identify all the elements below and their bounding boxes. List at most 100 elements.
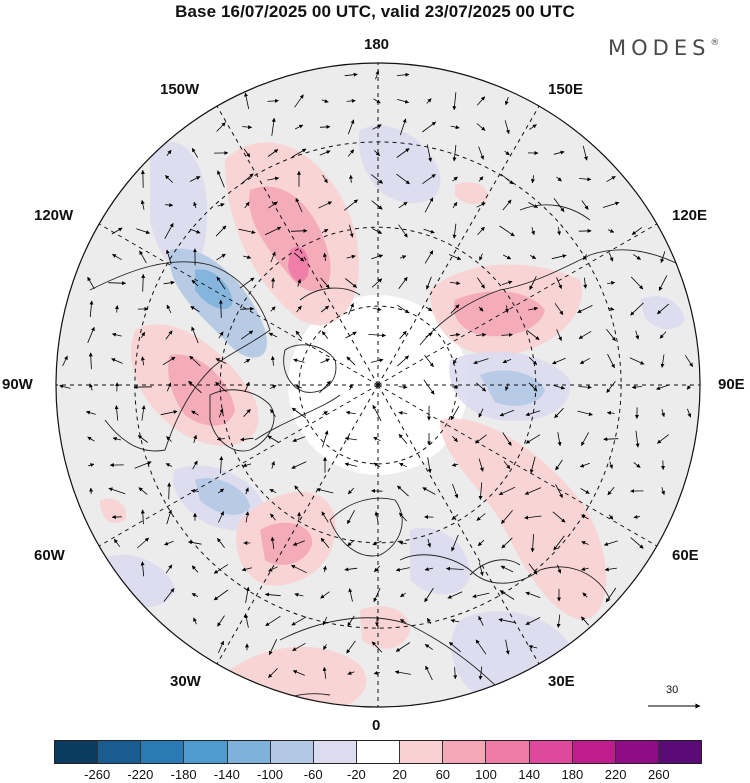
wind-vector [556, 176, 562, 182]
wind-vector [451, 462, 458, 467]
wind-vector [373, 436, 381, 442]
wind-vector [556, 329, 562, 341]
wind-vector [604, 567, 617, 572]
wind-vector [503, 254, 512, 260]
wind-vector [137, 537, 150, 549]
wind-vector [189, 228, 201, 234]
wind-vector [478, 666, 483, 680]
wind-vector [478, 482, 483, 500]
wind-vector [242, 125, 253, 130]
wind-vector [581, 514, 589, 520]
wind-vector [111, 332, 122, 337]
wind-vector [319, 124, 331, 129]
wind-vector [423, 228, 435, 234]
wind-vector [478, 615, 484, 626]
wind-vector [579, 462, 590, 468]
wind-vector [578, 330, 592, 340]
wind-vector [399, 330, 407, 340]
wind-vector [292, 670, 305, 676]
colorbar-swatch [658, 741, 702, 763]
wind-vector [296, 305, 302, 313]
wind-vector [660, 251, 666, 263]
wind-vector [217, 488, 225, 494]
wind-vector [213, 564, 229, 574]
wind-vector [240, 306, 255, 311]
wind-vector [322, 666, 327, 679]
wind-vector [582, 592, 588, 598]
wind-vector [372, 228, 383, 234]
colorbar-tick-label: 20 [392, 767, 407, 782]
wind-vector [321, 228, 329, 234]
wind-vector [291, 564, 307, 574]
colorbar-swatch [486, 741, 530, 763]
wind-vector [399, 462, 407, 468]
wind-vector [580, 616, 590, 626]
wind-vector [218, 640, 224, 654]
wind-vector [427, 457, 432, 474]
modes-logo: MODES® [608, 36, 719, 60]
meridian-line [377, 105, 540, 386]
wind-vector [347, 671, 355, 675]
wind-vector [629, 357, 645, 365]
wind-vector [422, 121, 437, 133]
wind-vector [631, 385, 642, 390]
wind-vector [141, 405, 146, 421]
coastline [399, 554, 611, 601]
wind-vector [269, 384, 277, 390]
wind-vector [504, 120, 510, 135]
wind-vector [479, 253, 483, 261]
wind-vector [346, 254, 356, 259]
anomaly-region [150, 142, 208, 274]
map-field-layer [56, 63, 700, 707]
wind-vector [373, 588, 381, 603]
anomaly-region [195, 269, 233, 310]
colorbar-tick-label: -260 [84, 767, 111, 782]
anomaly-region [640, 296, 685, 330]
wind-vector [478, 306, 484, 312]
wind-vector [475, 639, 487, 655]
wind-vector [267, 149, 279, 157]
wind-vector [316, 487, 334, 494]
wind-vector [321, 99, 329, 103]
wind-vector [371, 278, 383, 288]
wind-vector [553, 198, 565, 213]
wind-vector [607, 228, 615, 233]
wind-vector [345, 331, 357, 339]
wind-vector [397, 355, 409, 367]
wind-vector [661, 409, 665, 418]
wind-vector [190, 488, 199, 493]
wind-vector [446, 566, 464, 571]
wind-vector [112, 253, 122, 261]
anomaly-region [480, 370, 545, 406]
wind-vector [344, 199, 359, 211]
wind-vector [111, 227, 123, 235]
wind-vector [165, 463, 173, 467]
wind-vector [606, 175, 616, 183]
colorbar-tick-label: 100 [475, 767, 497, 782]
wind-vector [452, 483, 459, 499]
wind-vector [140, 509, 145, 525]
wind-vector [449, 254, 462, 260]
wind-vector [347, 149, 355, 157]
wind-vector [422, 173, 436, 185]
colorbar-swatch [184, 741, 228, 763]
wind-vector [291, 148, 307, 158]
reference-vector-value: 30 [666, 684, 679, 696]
wind-vector [394, 670, 411, 675]
wind-vector [191, 593, 199, 597]
colorbar-swatch [572, 741, 616, 763]
colorbar-swatch [400, 741, 444, 763]
wind-vector [216, 253, 226, 261]
wind-vector [321, 511, 329, 523]
wind-vector [322, 174, 328, 184]
wind-vector [660, 354, 665, 368]
wind-vector [374, 511, 379, 523]
wind-vector [244, 201, 250, 209]
wind-vector [218, 299, 223, 318]
map-boundary [55, 62, 701, 708]
wind-vector [606, 381, 616, 393]
wind-vector [165, 564, 173, 574]
wind-vector [217, 537, 225, 548]
colorbar-swatch [356, 741, 401, 763]
wind-vector [165, 175, 173, 183]
